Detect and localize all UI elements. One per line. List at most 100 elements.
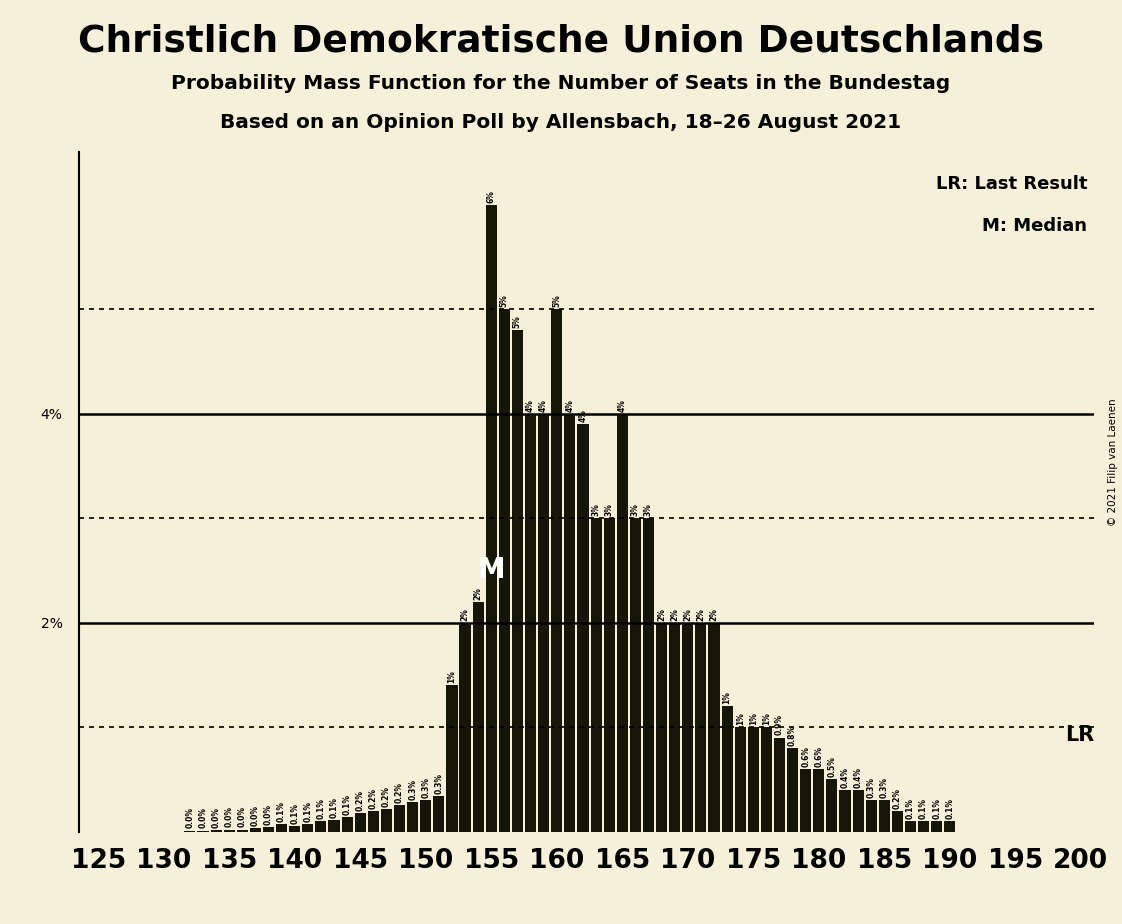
Bar bbox=[721, 706, 733, 832]
Text: © 2021 Filip van Laenen: © 2021 Filip van Laenen bbox=[1109, 398, 1118, 526]
Bar bbox=[223, 830, 234, 832]
Bar bbox=[315, 821, 327, 832]
Text: 0.3%: 0.3% bbox=[421, 777, 430, 798]
Text: 1%: 1% bbox=[448, 670, 457, 683]
Text: 1%: 1% bbox=[762, 712, 771, 725]
Text: 1%: 1% bbox=[723, 691, 732, 704]
Bar bbox=[774, 737, 785, 832]
Text: 0.0%: 0.0% bbox=[185, 808, 194, 829]
Bar bbox=[826, 779, 837, 832]
Bar bbox=[512, 330, 523, 832]
Text: 5%: 5% bbox=[513, 315, 522, 328]
Text: 0.2%: 0.2% bbox=[893, 787, 902, 808]
Bar bbox=[499, 310, 509, 832]
Bar bbox=[892, 810, 903, 832]
Bar bbox=[539, 414, 550, 832]
Bar bbox=[735, 727, 746, 832]
Bar bbox=[237, 830, 248, 832]
Text: 6%: 6% bbox=[487, 189, 496, 202]
Text: 0.0%: 0.0% bbox=[238, 807, 247, 827]
Text: 0.1%: 0.1% bbox=[907, 798, 916, 819]
Text: 0.1%: 0.1% bbox=[330, 797, 339, 818]
Bar bbox=[407, 802, 419, 832]
Bar bbox=[394, 806, 405, 832]
Text: 0.1%: 0.1% bbox=[342, 794, 351, 815]
Text: 0.4%: 0.4% bbox=[840, 767, 849, 788]
Text: 0.3%: 0.3% bbox=[434, 773, 443, 794]
Text: 0.3%: 0.3% bbox=[866, 777, 875, 798]
Bar bbox=[918, 821, 929, 832]
Bar bbox=[708, 623, 719, 832]
Text: 0.6%: 0.6% bbox=[815, 746, 824, 767]
Text: Probability Mass Function for the Number of Seats in the Bundestag: Probability Mass Function for the Number… bbox=[172, 74, 950, 93]
Bar bbox=[879, 800, 890, 832]
Bar bbox=[813, 769, 825, 832]
Bar bbox=[800, 769, 811, 832]
Bar bbox=[263, 827, 274, 832]
Text: 5%: 5% bbox=[500, 295, 509, 307]
Bar bbox=[656, 623, 668, 832]
Text: 2%: 2% bbox=[473, 587, 482, 600]
Bar bbox=[696, 623, 707, 832]
Bar bbox=[276, 824, 287, 832]
Text: 2%: 2% bbox=[683, 608, 692, 621]
Bar bbox=[472, 602, 484, 832]
Text: 1%: 1% bbox=[748, 712, 757, 725]
Text: LR: LR bbox=[1065, 725, 1094, 746]
Text: 3%: 3% bbox=[591, 504, 600, 517]
Text: 2%: 2% bbox=[670, 608, 679, 621]
Bar bbox=[433, 796, 444, 832]
Text: 0.2%: 0.2% bbox=[369, 787, 378, 808]
Bar bbox=[211, 830, 222, 832]
Bar bbox=[368, 810, 379, 832]
Bar bbox=[643, 518, 654, 832]
Text: 0.1%: 0.1% bbox=[932, 798, 941, 819]
Text: 2%: 2% bbox=[697, 608, 706, 621]
Bar bbox=[669, 623, 680, 832]
Text: 2%: 2% bbox=[460, 608, 469, 621]
Bar bbox=[355, 813, 366, 832]
Bar bbox=[590, 518, 601, 832]
Bar bbox=[250, 829, 261, 832]
Text: 3%: 3% bbox=[605, 504, 614, 517]
Text: 0.8%: 0.8% bbox=[788, 724, 797, 746]
Bar bbox=[853, 790, 864, 832]
Text: 0.6%: 0.6% bbox=[801, 746, 810, 767]
Bar bbox=[787, 748, 798, 832]
Text: 0.0%: 0.0% bbox=[199, 808, 208, 829]
Text: 0.9%: 0.9% bbox=[775, 714, 784, 736]
Text: 0.1%: 0.1% bbox=[316, 798, 325, 819]
Text: 3%: 3% bbox=[644, 504, 653, 517]
Text: 0.4%: 0.4% bbox=[854, 767, 863, 788]
Bar bbox=[289, 826, 301, 832]
Bar bbox=[839, 790, 850, 832]
Bar bbox=[629, 518, 641, 832]
Text: M: M bbox=[478, 556, 505, 584]
Text: 0.3%: 0.3% bbox=[880, 777, 889, 798]
Text: 1%: 1% bbox=[736, 712, 745, 725]
Text: 0.2%: 0.2% bbox=[356, 790, 365, 810]
Bar bbox=[761, 727, 772, 832]
Text: Based on an Opinion Poll by Allensbach, 18–26 August 2021: Based on an Opinion Poll by Allensbach, … bbox=[220, 113, 902, 132]
Text: 0.0%: 0.0% bbox=[212, 807, 221, 828]
Bar bbox=[447, 686, 458, 832]
Bar bbox=[341, 817, 352, 832]
Bar bbox=[420, 800, 431, 832]
Text: 0.1%: 0.1% bbox=[291, 803, 300, 824]
Text: 4%: 4% bbox=[540, 398, 549, 411]
Text: 0.0%: 0.0% bbox=[224, 807, 233, 827]
Text: 0.0%: 0.0% bbox=[251, 806, 260, 826]
Bar bbox=[525, 414, 536, 832]
Text: Christlich Demokratische Union Deutschlands: Christlich Demokratische Union Deutschla… bbox=[79, 23, 1043, 59]
Bar bbox=[604, 518, 615, 832]
Text: LR: Last Result: LR: Last Result bbox=[936, 175, 1087, 193]
Bar bbox=[460, 623, 470, 832]
Bar bbox=[197, 831, 209, 832]
Bar bbox=[551, 310, 562, 832]
Text: 0.0%: 0.0% bbox=[264, 804, 273, 825]
Bar bbox=[931, 821, 942, 832]
Bar bbox=[329, 821, 340, 832]
Text: 4%: 4% bbox=[565, 398, 574, 411]
Text: 4%: 4% bbox=[579, 409, 588, 422]
Bar bbox=[184, 831, 195, 832]
